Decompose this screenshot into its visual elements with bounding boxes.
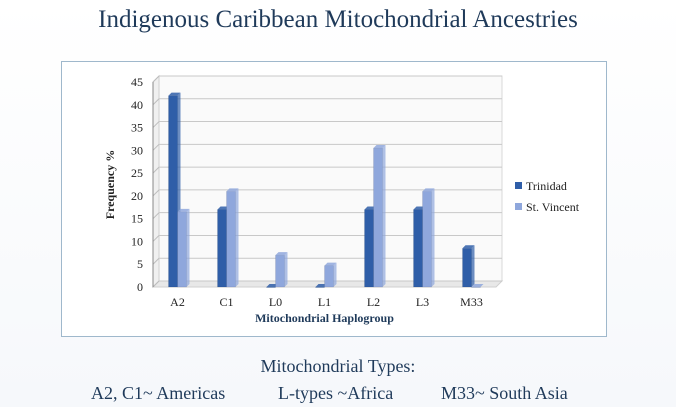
bar-top — [422, 188, 435, 192]
y-tick-label: 40 — [131, 98, 143, 112]
y-tick-label: 25 — [131, 166, 143, 180]
gridline-diag — [152, 280, 160, 288]
bar-side — [431, 188, 435, 287]
chart-frame: 0 5 10 15 20 25 30 35 40 45 A2 C1 L0 L1 L2 L3 M33 Mitocho… — [61, 61, 607, 337]
bar-trinidad — [413, 209, 423, 288]
y-tick-label: 15 — [131, 212, 143, 226]
bar-side — [284, 252, 288, 287]
bar-trinidad — [217, 209, 227, 288]
x-tick-label: C1 — [219, 295, 233, 309]
bar-chart: 0 5 10 15 20 25 30 35 40 45 A2 C1 L0 L1 L2 L3 M33 Mitocho… — [103, 74, 580, 325]
x-tick-label: L2 — [367, 295, 380, 309]
plot-side-wall — [152, 74, 160, 289]
bar-trinidad — [168, 95, 178, 288]
x-tick-label: A2 — [170, 295, 185, 309]
types-africa: L-types ~Africa — [278, 383, 394, 403]
x-tick-label: L3 — [416, 295, 429, 309]
gridline-diag — [152, 121, 160, 128]
bar-side — [235, 188, 239, 287]
types-heading: Mitochondrial Types: — [260, 356, 416, 376]
bar-st-vincent — [275, 254, 285, 288]
legend-swatch-trinidad — [515, 182, 522, 189]
y-tick-label: 30 — [131, 143, 143, 157]
y-tick-label: 10 — [131, 234, 143, 248]
legend-label-trinidad: Trinidad — [526, 179, 567, 193]
types-americas: A2, C1~ Americas — [91, 383, 226, 403]
bar-st-vincent — [177, 211, 187, 288]
bar-trinidad — [315, 286, 325, 288]
bar-top — [275, 252, 288, 256]
bar-trinidad — [364, 209, 374, 288]
gridline-diag — [152, 166, 160, 174]
x-tick-label: L0 — [269, 295, 282, 309]
bar-st-vincent — [471, 286, 481, 288]
legend-swatch-st-vincent — [515, 203, 522, 210]
gridline-diag — [152, 257, 160, 265]
bar-st-vincent — [226, 191, 236, 288]
gridline-diag — [152, 75, 160, 83]
slide-title: Indigenous Caribbean Mitochondrial Ances… — [98, 6, 578, 33]
x-tick-label: L1 — [318, 295, 331, 309]
x-axis-title: Mitochondrial Haplogroup — [255, 311, 394, 325]
bar-top — [373, 145, 386, 149]
bar-side — [382, 145, 386, 287]
y-tick-label: 5 — [137, 257, 143, 271]
gridline-diag — [152, 189, 160, 197]
x-tick-label: M33 — [460, 295, 483, 309]
plot-back-wall — [158, 75, 503, 282]
y-axis-title: Frequency % — [103, 150, 117, 219]
y-tick-label: 0 — [137, 280, 143, 294]
bar-side — [186, 208, 190, 287]
y-tick-label: 35 — [131, 121, 143, 135]
y-tick-label: 45 — [131, 75, 143, 89]
bar-st-vincent — [373, 147, 383, 288]
bar-top — [177, 208, 190, 212]
bar-side — [333, 262, 337, 287]
bar-top — [226, 188, 239, 192]
gridline-diag — [152, 212, 160, 220]
bar-st-vincent — [422, 191, 432, 288]
types-south-asia: M33~ South Asia — [441, 383, 568, 403]
bar-top — [471, 284, 484, 287]
gridline-diag — [152, 235, 160, 242]
bar-top — [324, 262, 337, 266]
legend-label-st-vincent: St. Vincent — [526, 200, 580, 214]
bar-st-vincent — [324, 265, 334, 288]
bar-trinidad — [266, 286, 276, 288]
gridline-diag — [152, 98, 160, 106]
y-tick-label: 20 — [131, 189, 143, 203]
bar-top — [168, 92, 181, 96]
bar-trinidad — [462, 248, 472, 288]
bar-side — [471, 245, 475, 287]
bar-top — [462, 245, 475, 249]
gridline-diag — [152, 143, 160, 151]
